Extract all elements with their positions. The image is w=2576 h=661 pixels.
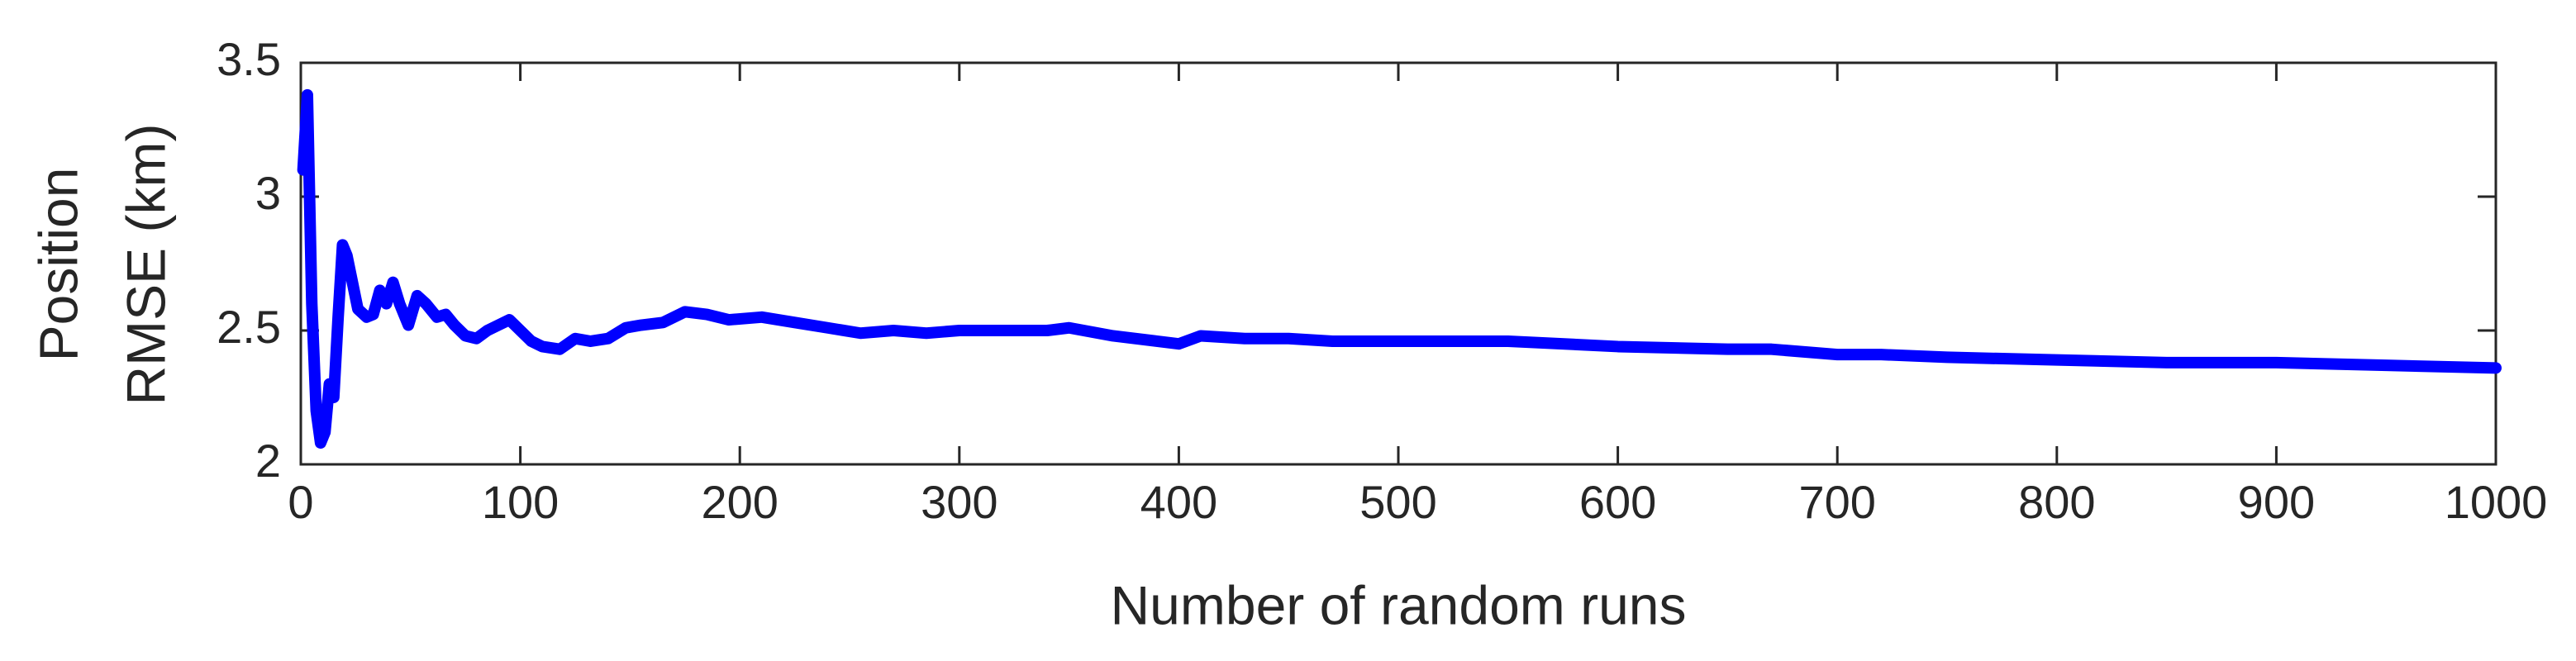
y-tick-label: 2: [255, 435, 281, 487]
y-axis-label: Position: [27, 168, 88, 362]
x-tick-label: 600: [1579, 476, 1656, 528]
plot-frame: [299, 61, 2497, 466]
x-tick-label: 200: [701, 476, 778, 528]
x-tick-label: 400: [1140, 476, 1217, 528]
y-tick-label: 2.5: [217, 301, 281, 353]
x-tick-label: 500: [1359, 476, 1436, 528]
x-tick-label: 100: [482, 476, 559, 528]
x-axis-label: Number of random runs: [1111, 574, 1687, 635]
x-tick-label: 1000: [2445, 476, 2548, 528]
x-tick-label: 0: [288, 476, 313, 528]
y-tick-label: 3: [255, 167, 281, 219]
x-tick-label: 300: [921, 476, 998, 528]
data-line: [297, 88, 2502, 449]
y-axis-label: RMSE (km): [115, 124, 176, 406]
x-tick-label: 900: [2238, 476, 2315, 528]
x-tick-label: 700: [1798, 476, 1875, 528]
y-tick-label: 3.5: [217, 33, 281, 85]
x-tick-label: 800: [2018, 476, 2095, 528]
